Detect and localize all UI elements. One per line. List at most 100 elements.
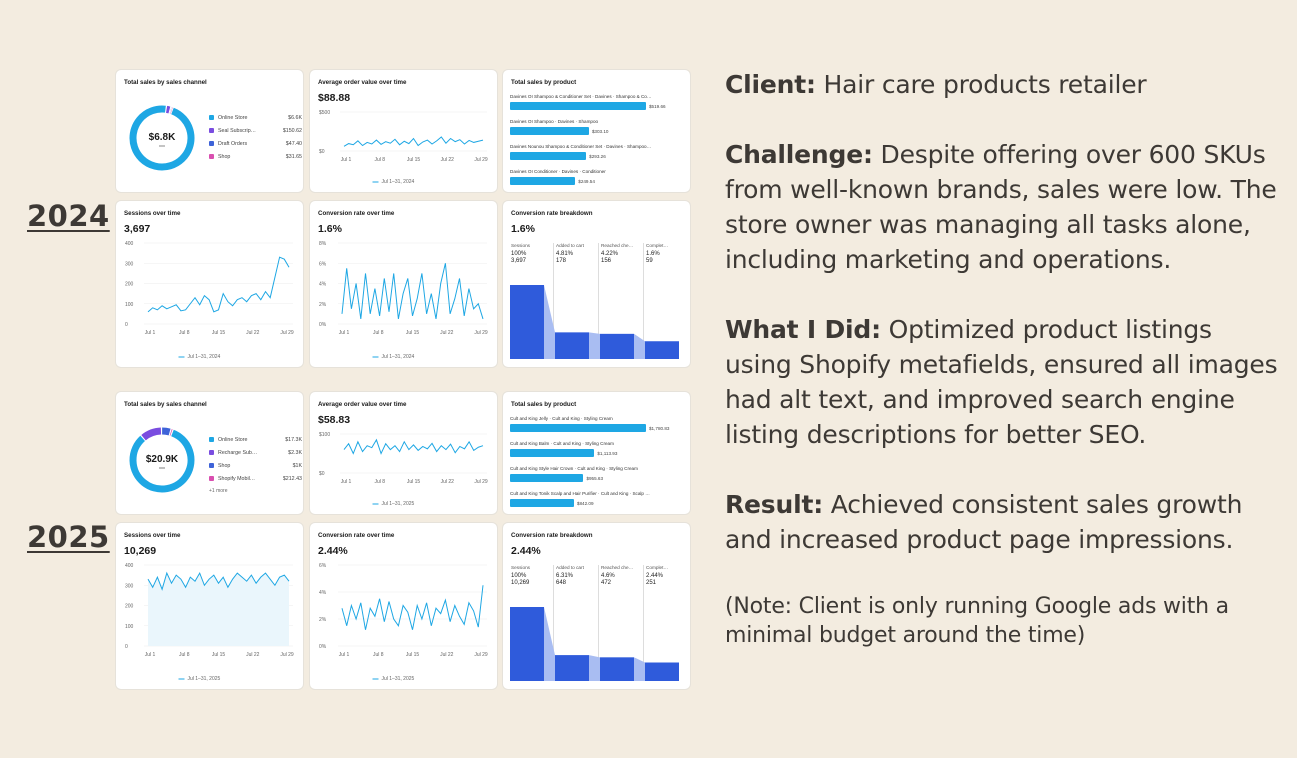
funnel-stage-count: 3,697: [511, 258, 527, 264]
channel-name: Online Store: [218, 114, 248, 121]
donut-svg: $20.9K: [129, 427, 195, 493]
product-bar-row: $293.26: [510, 152, 686, 160]
line-chart-svg: $500 $0 Jul 1 Jul 8 Jul 15 Jul 22 Jul 29: [319, 110, 488, 183]
series-line: [147, 571, 290, 591]
funnel-stage-pct: 4.6%: [601, 573, 615, 579]
what-i-did-body: Optimized product listings using Shopify…: [725, 315, 1278, 449]
product-row: Cult and King Jelly · Cult and King · St…: [510, 416, 686, 441]
product-name: Davines OI Shampoo & Conditioner Set · D…: [510, 94, 652, 99]
y-tick-label: 4%: [319, 282, 327, 288]
y-tick-label: 2%: [319, 302, 327, 308]
channel-swatch: [209, 450, 214, 455]
sales-by-channel-card: Total sales by sales channel $20.9K Online…: [116, 392, 303, 514]
y-tick-label: 200: [125, 604, 134, 610]
line-chart-svg: 400 300 200 100 0 Jul 1 Jul 8 Jul 15 Jul 22 Jul 2…: [125, 241, 294, 358]
channel-swatch: [209, 154, 214, 159]
channel-name: Online Store: [218, 436, 248, 443]
conversion-rate-card: Conversion rate over time 2.44% 6% 4% 2% 0% Ju…: [310, 523, 497, 689]
x-tick-label: Jul 15: [212, 652, 226, 658]
funnel-bar: [510, 607, 544, 681]
channel-value: $1K: [292, 462, 302, 469]
product-name: Cult and King Balm · Cult and King · Sty…: [510, 441, 614, 446]
chart-legend: Jul 1–31, 2025: [381, 676, 415, 682]
x-tick-label: Jul 15: [406, 652, 420, 658]
product-value: $293.26: [589, 153, 606, 159]
x-tick-label: Jul 29: [280, 330, 294, 336]
product-row: Davines OI Shampoo & Conditioner Set · D…: [510, 94, 686, 119]
x-tick-label: Jul 1: [339, 652, 350, 658]
result-paragraph: Result: Achieved consistent sales growth…: [725, 487, 1285, 557]
y-tick-label: 2%: [319, 617, 327, 623]
product-bar: [510, 102, 646, 110]
funnel-stages: Sessions 100% 3,697 Added to cart 4.81% 178 Re…: [509, 243, 689, 343]
card-value: 10,269: [124, 545, 157, 557]
product-bar-row: $303.10: [510, 127, 686, 135]
x-tick-label: Jul 8: [374, 479, 385, 485]
challenge-body: Despite offering over 600 SKUs from well…: [725, 140, 1277, 274]
product-row: Cult and King Style Hair Crown · Cult an…: [510, 466, 686, 491]
product-row: Cult and King Balm · Cult and King · Sty…: [510, 441, 686, 466]
funnel-stage-count: 251: [646, 580, 657, 586]
year-label-2025: 2025: [27, 520, 110, 554]
card-title: Total sales by product: [511, 79, 577, 86]
more-channels-link[interactable]: +1 more: [209, 488, 228, 494]
funnel-bar: [600, 657, 634, 681]
funnel-svg: [510, 285, 679, 359]
product-bar-row: $1,780.83: [510, 424, 686, 432]
y-tick-label: 200: [125, 282, 134, 288]
card-value: 2.44%: [318, 545, 348, 557]
funnel-stage-pct: 4.22%: [601, 251, 619, 257]
series-line: [343, 136, 484, 147]
x-tick-label: Jul 29: [474, 330, 488, 336]
card-title: Average order value over time: [318, 401, 407, 408]
y-tick-label: 100: [125, 302, 134, 308]
channel-name: Shop: [218, 153, 231, 160]
x-tick-label: Jul 8: [179, 652, 190, 658]
card-title: Total sales by sales channel: [124, 401, 207, 408]
channel-legend: Online Store $6.6K Seal Subscrip… $150.62 Dr…: [209, 111, 302, 163]
line-chart-svg: $100 $0 Jul 1 Jul 8 Jul 15 Jul 22 Jul 29: [319, 432, 488, 505]
funnel-dropoff: [634, 333, 645, 359]
donut-slice: [141, 427, 162, 441]
funnel-dropoff: [544, 285, 555, 359]
funnel-stage-pct: 1.6%: [646, 251, 660, 257]
y-tick-label: $0: [319, 149, 325, 155]
what-i-did-label: What I Did:: [725, 315, 881, 344]
channel-name: Shopify Mobil…: [218, 475, 256, 482]
y-tick-label: $0: [319, 471, 325, 477]
x-tick-label: Jul 22: [440, 330, 454, 336]
y-tick-label: 400: [125, 241, 134, 247]
funnel-stage-pct: 6.31%: [556, 573, 574, 579]
product-bar: [510, 127, 589, 135]
y-tick-label: $500: [319, 110, 330, 116]
funnel-bar: [510, 285, 544, 359]
card-value: $88.88: [318, 92, 351, 104]
channel-legend: Online Store $17.3K Recharge Sub… $2.3K Shop…: [209, 433, 302, 485]
series-line: [343, 438, 484, 455]
card-title: Conversion rate breakdown: [511, 210, 593, 217]
chart-legend: Jul 1–31, 2025: [187, 676, 221, 682]
funnel-stage-pct: 100%: [511, 573, 527, 579]
donut-slice: [129, 105, 195, 171]
product-value: $1,113.93: [597, 450, 618, 456]
channel-name: Draft Orders: [218, 140, 248, 147]
product-name: Davines OI Conditioner · Davines · Condi…: [510, 169, 606, 174]
donut-slice: [161, 427, 171, 436]
funnel-stage-label: Added to cart: [556, 565, 584, 570]
x-tick-label: Jul 15: [407, 157, 421, 163]
challenge-label: Challenge:: [725, 140, 873, 169]
card-title: Conversion rate over time: [318, 210, 395, 217]
average-order-value-card: Average order value over time $58.83 $100 $…: [310, 392, 497, 514]
product-value: $249.54: [578, 178, 595, 184]
x-tick-label: Jul 1: [341, 479, 352, 485]
product-row: Davines OI Shampoo · Davines · Shampoo $3…: [510, 119, 686, 144]
chart-legend: Jul 1–31, 2024: [381, 354, 415, 360]
funnel-stage-count: 178: [556, 258, 567, 264]
funnel-stage: Sessions 100% 10,269: [509, 565, 554, 665]
sessions-over-time-card: Sessions over time 3,697 400 300 200 100 0 Jul …: [116, 201, 303, 367]
channel-value: $6.6K: [288, 114, 302, 121]
funnel-stage: Sessions 100% 3,697: [509, 243, 554, 343]
funnel-stage-label: Reached che…: [601, 565, 634, 570]
y-tick-label: 6%: [319, 261, 327, 267]
chart-legend: Jul 1–31, 2024: [381, 179, 415, 185]
